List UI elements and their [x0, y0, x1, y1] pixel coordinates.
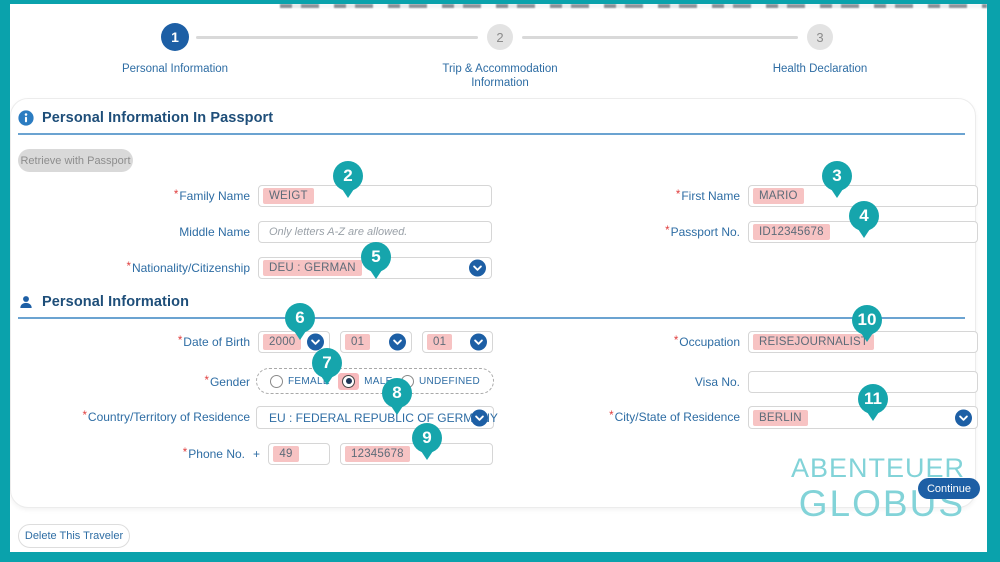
annotation-badge-3: 3: [822, 161, 852, 191]
annotation-badge-2: 2: [333, 161, 363, 191]
annotation-badge-7: 7: [312, 348, 342, 378]
annotation-badge-10: 10: [852, 305, 882, 335]
radio-unchecked-icon[interactable]: [270, 374, 283, 388]
step-1-label: Personal Information: [121, 63, 229, 75]
continue-button[interactable]: Continue: [918, 478, 980, 499]
city-of-residence-label: *City/State of Residence: [609, 410, 740, 424]
required-marker: *: [182, 447, 188, 459]
chevron-down-icon[interactable]: [469, 259, 486, 277]
step-3-circle[interactable]: 3: [807, 24, 833, 50]
personal-section-header: Personal Information: [18, 294, 189, 310]
phone-no-label: *Phone No.: [182, 447, 245, 461]
phone-plus-sign: +: [253, 447, 261, 461]
cropped-text-artifact: [280, 4, 987, 8]
occupation-label: *Occupation: [673, 335, 740, 349]
annotation-badge-5: 5: [361, 242, 391, 272]
country-of-residence-label: *Country/Territory of Residence: [82, 410, 250, 424]
gender-label: *Gender: [204, 375, 250, 389]
step-1-circle[interactable]: 1: [161, 23, 189, 51]
personal-section-title: Personal Information: [42, 294, 190, 310]
phone-country-code-field[interactable]: 49: [268, 443, 330, 465]
highlighted-radio-chip: [338, 372, 360, 390]
date-of-birth-label: *Date of Birth: [177, 335, 250, 349]
form-card: [10, 98, 976, 508]
watermark-line-1: ABENTEUER: [790, 453, 965, 483]
country-of-residence-select[interactable]: EU : FEDERAL REPUBLIC OF GERMANY: [256, 406, 498, 429]
step-connector-1: [196, 36, 478, 39]
family-name-value: WEIGT: [263, 188, 314, 204]
chevron-down-icon[interactable]: [470, 333, 487, 351]
first-name-label: *First Name: [675, 189, 740, 203]
dob-month-select[interactable]: 01: [340, 331, 412, 353]
annotation-badge-11: 11: [858, 384, 888, 414]
required-marker: *: [173, 189, 179, 201]
first-name-value: MARIO: [753, 188, 804, 204]
occupation-field[interactable]: REISEJOURNALIST: [748, 331, 978, 353]
gender-undefined-label: UNDEFINED: [418, 375, 480, 387]
annotation-badge-6: 6: [285, 303, 315, 333]
occupation-value: REISEJOURNALIST: [753, 334, 875, 350]
dob-month-value: 01: [345, 334, 371, 350]
annotation-badge-9: 9: [412, 423, 442, 453]
required-marker: *: [82, 410, 87, 422]
page-background: 1 2 3 Personal Information Trip & Accomm…: [10, 4, 987, 552]
passport-no-value: ID12345678: [753, 224, 830, 240]
middle-name-label: Middle Name: [179, 225, 250, 239]
dob-year-value: 2000: [263, 334, 302, 350]
step-2-circle[interactable]: 2: [487, 24, 513, 50]
gender-female-label: FEMALE: [288, 375, 330, 387]
family-name-label: *Family Name: [173, 189, 250, 203]
required-marker: *: [609, 410, 614, 422]
step-connector-2: [522, 36, 798, 39]
radio-checked-icon[interactable]: [342, 374, 356, 388]
person-icon: [18, 294, 34, 310]
required-marker: *: [673, 335, 679, 347]
passport-section-header: Personal Information In Passport: [18, 110, 273, 126]
gender-radio-group: FEMALE MALE UNDEFINED: [256, 368, 494, 394]
middle-name-placeholder: Only letters A-Z are allowed.: [269, 226, 408, 238]
gender-option-female[interactable]: FEMALE: [270, 374, 330, 388]
chevron-down-icon[interactable]: [955, 409, 972, 426]
gender-option-undefined[interactable]: UNDEFINED: [400, 374, 480, 388]
step-2-number: 2: [496, 29, 504, 45]
phone-country-code-value: 49: [273, 446, 299, 462]
step-2-label: Trip & Accommodation Information: [442, 63, 558, 90]
chevron-down-icon[interactable]: [389, 333, 406, 351]
required-marker: *: [675, 189, 681, 201]
passport-section-divider: [18, 133, 965, 135]
passport-section-title: Personal Information In Passport: [42, 110, 274, 126]
annotation-badge-8: 8: [382, 378, 412, 408]
step-3-label: Health Declaration: [772, 63, 868, 75]
required-marker: *: [665, 225, 670, 237]
personal-section-divider: [18, 317, 965, 319]
step-1-number: 1: [171, 29, 179, 45]
nationality-value: DEU : GERMAN: [263, 260, 362, 276]
required-marker: *: [204, 375, 209, 387]
required-marker: *: [177, 335, 183, 347]
nationality-label: *Nationality/Citizenship: [126, 261, 250, 275]
phone-number-field[interactable]: 12345678: [340, 443, 493, 465]
step-3-number: 3: [816, 29, 824, 45]
annotation-badge-4: 4: [849, 201, 879, 231]
retrieve-with-passport-button[interactable]: Retrieve with Passport: [18, 149, 133, 172]
passport-no-label: *Passport No.: [665, 225, 740, 239]
visa-no-label: Visa No.: [694, 375, 740, 389]
delete-this-traveler-button[interactable]: Delete This Traveler: [18, 524, 130, 548]
gender-male-label: MALE: [364, 375, 393, 387]
dob-day-value: 01: [427, 334, 453, 350]
family-name-field[interactable]: WEIGT: [258, 185, 492, 207]
chevron-down-icon[interactable]: [307, 333, 324, 351]
chevron-down-icon[interactable]: [471, 409, 488, 426]
info-icon: [18, 110, 34, 126]
required-marker: *: [126, 261, 131, 273]
middle-name-field[interactable]: Only letters A-Z are allowed.: [258, 221, 492, 243]
phone-number-value: 12345678: [345, 446, 410, 462]
gender-option-male[interactable]: MALE: [338, 372, 393, 390]
dob-day-select[interactable]: 01: [422, 331, 493, 353]
city-of-residence-value: BERLIN: [753, 409, 808, 426]
country-of-residence-value: EU : FEDERAL REPUBLIC OF GERMANY: [269, 410, 498, 425]
